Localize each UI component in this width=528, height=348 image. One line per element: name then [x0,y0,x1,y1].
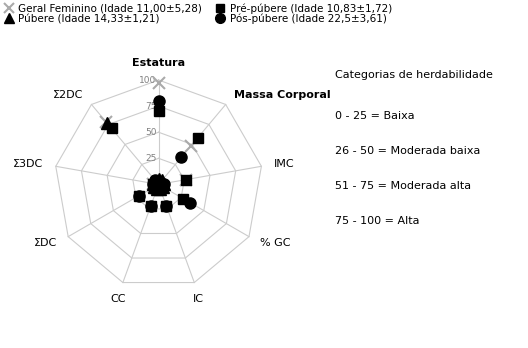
Text: ΣDC: ΣDC [34,238,58,248]
Text: Σ3DC: Σ3DC [13,159,43,169]
Text: Pré-púbere (Idade 10,83±1,72): Pré-púbere (Idade 10,83±1,72) [230,3,392,14]
Text: 25: 25 [145,154,156,163]
Text: Geral Feminino (Idade 11,00±5,28): Geral Feminino (Idade 11,00±5,28) [18,4,202,14]
Text: Σ2DC: Σ2DC [53,90,83,100]
Text: 26 - 50 = Moderada baixa: 26 - 50 = Moderada baixa [335,146,480,156]
Text: % GC: % GC [260,238,290,248]
Text: 0 - 25 = Baixa: 0 - 25 = Baixa [335,111,415,121]
Text: 0: 0 [150,180,156,189]
Text: Púbere (Idade 14,33±1,21): Púbere (Idade 14,33±1,21) [18,14,160,24]
Text: 100: 100 [139,76,156,85]
Text: Pós-púbere (Idade 22,5±3,61): Pós-púbere (Idade 22,5±3,61) [230,14,386,24]
Text: Massa Corporal: Massa Corporal [234,90,331,100]
Text: IMC: IMC [274,159,294,169]
Text: 75 - 100 = Alta: 75 - 100 = Alta [335,216,420,226]
Text: 75: 75 [145,102,156,111]
Text: 50: 50 [145,128,156,137]
Text: Estatura: Estatura [132,57,185,68]
Text: 51 - 75 = Moderada alta: 51 - 75 = Moderada alta [335,181,472,191]
Text: IC: IC [193,294,204,304]
Text: CC: CC [111,294,126,304]
Text: Categorias de herdabilidade: Categorias de herdabilidade [335,70,493,80]
